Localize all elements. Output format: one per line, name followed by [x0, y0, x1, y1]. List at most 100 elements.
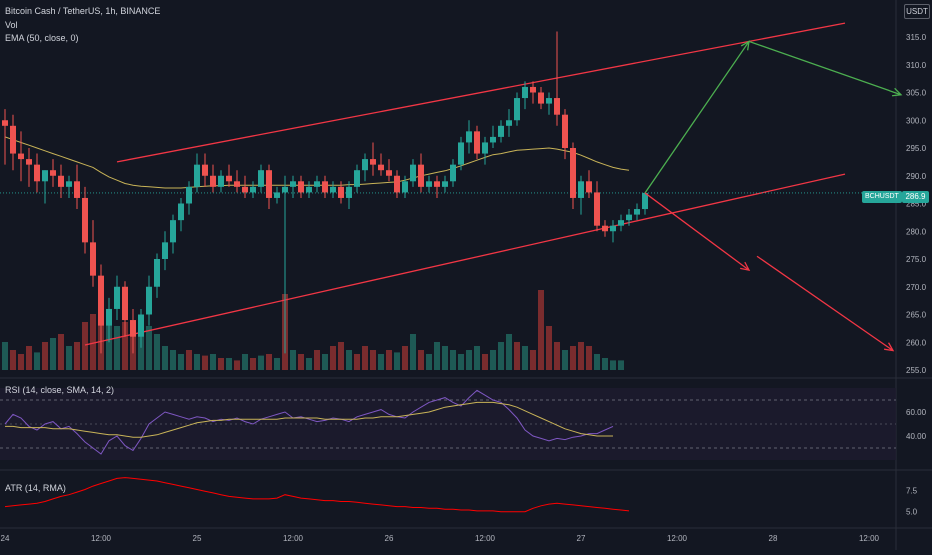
volume-bar	[82, 322, 88, 370]
candle-body	[298, 181, 304, 193]
volume-bar	[546, 326, 552, 370]
volume-bar	[250, 358, 256, 370]
volume-bar	[114, 326, 120, 370]
candle-body	[514, 98, 520, 121]
volume-bar	[514, 342, 520, 370]
projection-down-continuation-arrow-head	[884, 342, 895, 352]
candle	[562, 109, 568, 160]
candle	[210, 164, 216, 193]
volume-bar	[362, 346, 368, 370]
candle	[570, 142, 576, 210]
candle-body	[554, 98, 560, 115]
volume-legend[interactable]: Vol	[5, 20, 18, 30]
time-tick-label: 24	[1, 534, 10, 543]
currency-button[interactable]: USDT	[904, 4, 930, 19]
volume-bar	[370, 350, 376, 370]
candle	[450, 159, 456, 187]
candle-body	[210, 175, 216, 187]
candle-body	[434, 181, 440, 187]
candle	[154, 253, 160, 298]
volume-bar	[450, 350, 456, 370]
candle	[586, 170, 592, 198]
volume-bar	[154, 334, 160, 370]
candle	[266, 164, 272, 210]
volume-bar	[162, 346, 168, 370]
candle	[426, 175, 432, 193]
volume-bar	[66, 346, 72, 370]
volume-bar	[458, 354, 464, 370]
candle-body	[450, 164, 456, 182]
candle-body	[482, 142, 488, 154]
candle	[258, 164, 264, 193]
projection-down-arrow-head	[740, 261, 751, 271]
time-tick-label: 12:00	[859, 534, 880, 543]
candle-body	[642, 192, 648, 210]
volume-bar	[386, 350, 392, 370]
symbol-tag: BCHUSDT	[862, 191, 902, 203]
candle	[338, 181, 344, 204]
candle-body	[66, 181, 72, 187]
candle-body	[258, 170, 264, 187]
candle-body	[378, 164, 384, 171]
candle-body	[274, 192, 280, 198]
candle-body	[122, 286, 128, 321]
volume-bar	[258, 355, 264, 370]
candle-body	[18, 153, 24, 160]
candle-body	[466, 131, 472, 143]
volume-bar	[538, 290, 544, 370]
candle	[58, 164, 64, 198]
candle-body	[74, 181, 80, 198]
candle	[122, 281, 128, 337]
time-tick-label: 25	[193, 534, 202, 543]
candle	[442, 175, 448, 193]
price-tick-label: 260.0	[906, 338, 927, 347]
candle	[538, 86, 544, 110]
price-tick-label: 275.0	[906, 255, 927, 264]
volume-bar	[394, 352, 400, 370]
candle	[82, 186, 88, 254]
candle-body	[370, 159, 376, 165]
symbol-legend[interactable]: Bitcoin Cash / TetherUS, 1h, BINANCE	[5, 6, 161, 16]
candle	[34, 153, 40, 193]
candle-body	[402, 181, 408, 193]
candle-body	[498, 125, 504, 137]
volume-bar	[522, 346, 528, 370]
rsi-legend[interactable]: RSI (14, close, SMA, 14, 2)	[5, 385, 115, 395]
candle	[250, 181, 256, 198]
candle	[594, 181, 600, 232]
candle	[322, 175, 328, 198]
volume-bar	[330, 346, 336, 370]
price-tick-label: 315.0	[906, 33, 927, 42]
candle-body	[314, 181, 320, 187]
candle	[466, 120, 472, 154]
candle-body	[546, 98, 552, 104]
candle	[66, 175, 72, 198]
volume-bar	[122, 322, 128, 370]
candle-body	[338, 186, 344, 198]
time-tick-label: 27	[577, 534, 586, 543]
volume-bar	[2, 342, 8, 370]
volume-bar	[434, 342, 440, 370]
candle	[274, 186, 280, 204]
candle	[354, 164, 360, 193]
volume-bar	[570, 346, 576, 370]
ema-legend[interactable]: EMA (50, close, 0)	[5, 33, 79, 43]
projection-down-continuation-arrow	[756, 255, 894, 352]
candle-body	[178, 203, 184, 221]
candle-body	[394, 175, 400, 193]
candle-body	[626, 214, 632, 221]
candle-body	[98, 275, 104, 326]
atr-legend[interactable]: ATR (14, RMA)	[5, 483, 66, 493]
projection-up-continuation-arrow-head	[891, 87, 903, 97]
volume-bar	[418, 350, 424, 370]
candle-body	[418, 164, 424, 187]
volume-bar	[506, 334, 512, 370]
candle	[170, 214, 176, 254]
candle-body	[306, 186, 312, 193]
rsi-tick-label: 60.00	[906, 408, 927, 417]
candle-body	[354, 170, 360, 187]
candle-body	[138, 314, 144, 337]
candle-body	[522, 86, 528, 99]
volume-bar	[410, 334, 416, 370]
